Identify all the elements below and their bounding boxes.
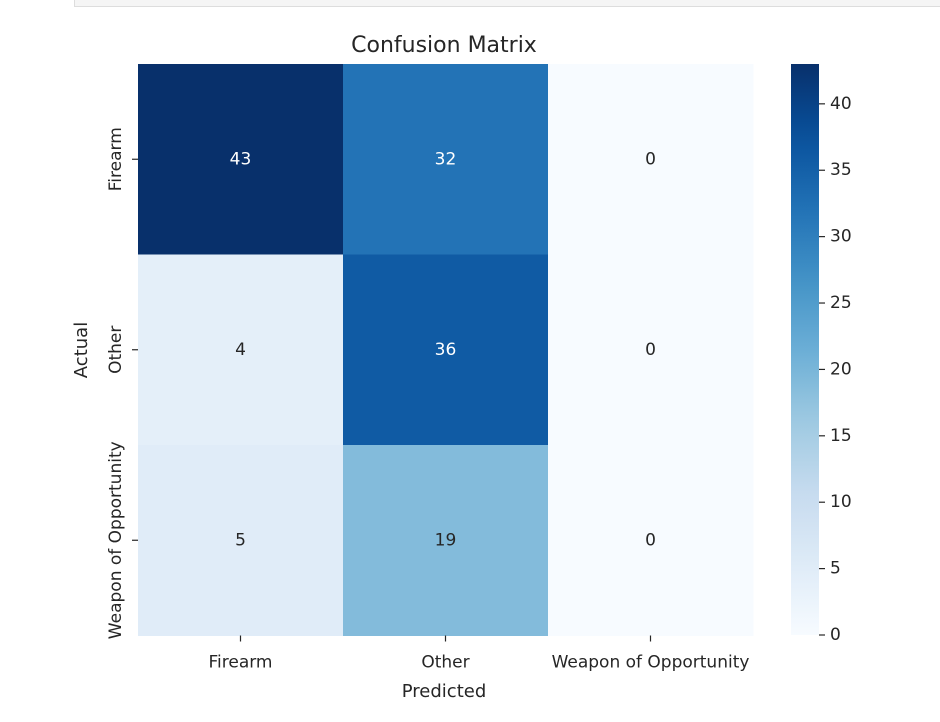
cell-value-label: 43 — [230, 149, 252, 169]
cell-value-label: 36 — [435, 340, 457, 360]
y-axis-label: Actual — [71, 322, 92, 378]
y-tick-label: Weapon of Opportunity — [106, 441, 126, 639]
notebook-cell-edge — [74, 0, 940, 7]
heatmap-cell-other-firearm — [138, 254, 344, 446]
y-tick-label: Firearm — [106, 127, 126, 191]
heatmap-cell-weapon-of-opportunity-weapon-of-opportunity — [548, 445, 754, 636]
x-tick-label: Other — [421, 653, 469, 673]
cell-value-label: 0 — [645, 340, 656, 360]
colorbar-tick-label: 40 — [830, 94, 852, 114]
heatmap-cell-weapon-of-opportunity-firearm — [138, 445, 344, 636]
heatmap-cell-firearm-weapon-of-opportunity — [548, 64, 754, 255]
cell-value-label: 19 — [435, 530, 457, 550]
colorbar-tick-label: 10 — [830, 492, 852, 512]
colorbar-tick-label: 15 — [830, 426, 852, 446]
cell-value-label: 5 — [235, 530, 246, 550]
colorbar-tick-label: 0 — [830, 625, 841, 645]
colorbar-tick-label: 30 — [830, 227, 852, 247]
heatmap-cell-weapon-of-opportunity-other — [343, 445, 549, 636]
colorbar: 0 5 10 15 20 25 30 35 40 — [791, 64, 852, 645]
cell-value-label: 0 — [645, 530, 656, 550]
cell-value-label: 32 — [435, 149, 457, 169]
colorbar-tick-label: 35 — [830, 160, 852, 180]
heatmap-cell-other-weapon-of-opportunity — [548, 254, 754, 446]
heatmap-cell-firearm-other — [343, 64, 549, 255]
cell-value-label: 0 — [645, 149, 656, 169]
heatmap-cells — [138, 64, 754, 636]
x-tick-label: Weapon of Opportunity — [552, 653, 750, 673]
colorbar-tick-label: 5 — [830, 559, 841, 579]
heatmap-cell-other-other — [343, 254, 549, 446]
colorbar-gradient — [791, 64, 819, 635]
y-axis-ticks: Firearm Other Weapon of Opportunity — [106, 127, 138, 639]
x-tick-label: Firearm — [208, 653, 272, 673]
colorbar-tick-label: 25 — [830, 293, 852, 313]
cell-value-label: 4 — [235, 340, 246, 360]
x-axis-ticks: Firearm Other Weapon of Opportunity — [208, 635, 750, 673]
y-tick-label: Other — [106, 326, 126, 374]
x-axis-label: Predicted — [402, 681, 487, 702]
colorbar-tick-label: 20 — [830, 359, 852, 379]
heatmap-cell-firearm-firearm — [138, 64, 344, 255]
chart-title: Confusion Matrix — [351, 33, 537, 58]
heatmap-cell-labels: 43 32 0 4 36 0 5 19 0 — [230, 149, 656, 550]
